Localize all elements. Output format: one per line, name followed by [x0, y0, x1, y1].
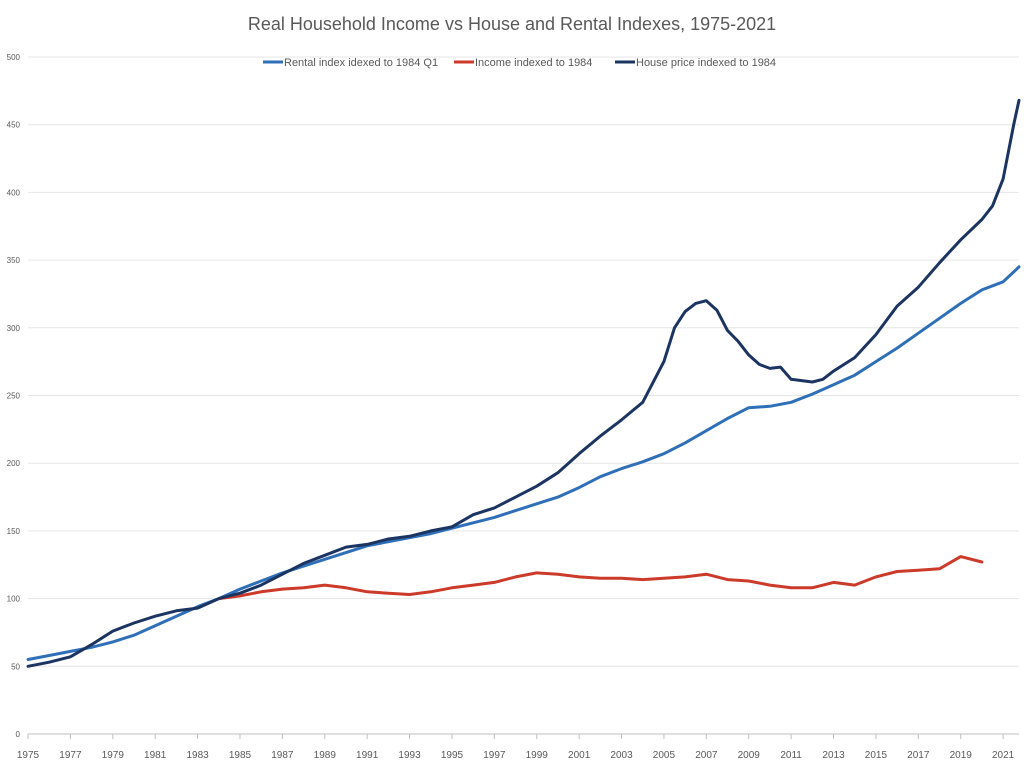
x-tick-label: 1983	[186, 750, 209, 761]
x-tick-label: 2021	[992, 750, 1015, 761]
y-tick-label: 250	[7, 392, 21, 401]
x-tick-label: 2013	[822, 750, 845, 761]
y-axis-ticks: 0 50 100 150 200 250 300 350 400 450 500	[7, 53, 21, 739]
series-line-1	[217, 555, 984, 601]
y-tick-label: 300	[7, 324, 21, 333]
x-tick-label: 2001	[568, 750, 591, 761]
x-tick-label: 1977	[59, 750, 82, 761]
x-tick-label: 1989	[314, 750, 337, 761]
legend-label: House price indexed to 1984	[636, 57, 776, 69]
x-tick-label: 1991	[356, 750, 379, 761]
y-tick-label: 350	[7, 256, 21, 265]
legend-label: Income indexed to 1984	[475, 57, 592, 69]
x-tick-label: 1997	[483, 750, 506, 761]
y-tick-label: 50	[11, 662, 20, 671]
series-line-2	[26, 98, 1021, 668]
x-tick-label: 2017	[907, 750, 930, 761]
x-tick-label: 1979	[102, 750, 125, 761]
x-tick-label: 1975	[17, 750, 40, 761]
x-tick-label: 2007	[695, 750, 718, 761]
chart-title: Real Household Income vs House and Renta…	[247, 14, 777, 34]
x-tick-label: 1985	[229, 750, 252, 761]
x-tick-label: 1999	[526, 750, 549, 761]
y-tick-label: 100	[7, 595, 21, 604]
x-tick-label: 2015	[865, 750, 888, 761]
y-tick-label: 0	[16, 730, 21, 739]
gridlines	[28, 56, 1019, 735]
y-tick-label: 150	[7, 527, 21, 536]
x-axis-ticks: 1975 1977 1979 1981 1983 1985 1987 1989 1991 1993…	[17, 734, 1015, 761]
x-tick-label: 2005	[653, 750, 676, 761]
x-tick-label: 2003	[610, 750, 633, 761]
x-tick-label: 1981	[144, 750, 167, 761]
legend: Rental index idexed to 1984 Q1 Income ind…	[263, 57, 776, 69]
x-tick-label: 2011	[780, 750, 802, 761]
x-tick-label: 1993	[398, 750, 421, 761]
x-tick-label: 2009	[738, 750, 761, 761]
x-tick-label: 1987	[271, 750, 294, 761]
y-tick-label: 400	[7, 188, 21, 197]
y-tick-label: 450	[7, 121, 21, 130]
series-lines	[26, 98, 1021, 668]
x-tick-label: 2019	[950, 750, 973, 761]
legend-label: Rental index idexed to 1984 Q1	[284, 57, 438, 69]
y-tick-label: 500	[7, 53, 21, 62]
y-tick-label: 200	[7, 459, 21, 468]
x-tick-label: 1995	[441, 750, 464, 761]
